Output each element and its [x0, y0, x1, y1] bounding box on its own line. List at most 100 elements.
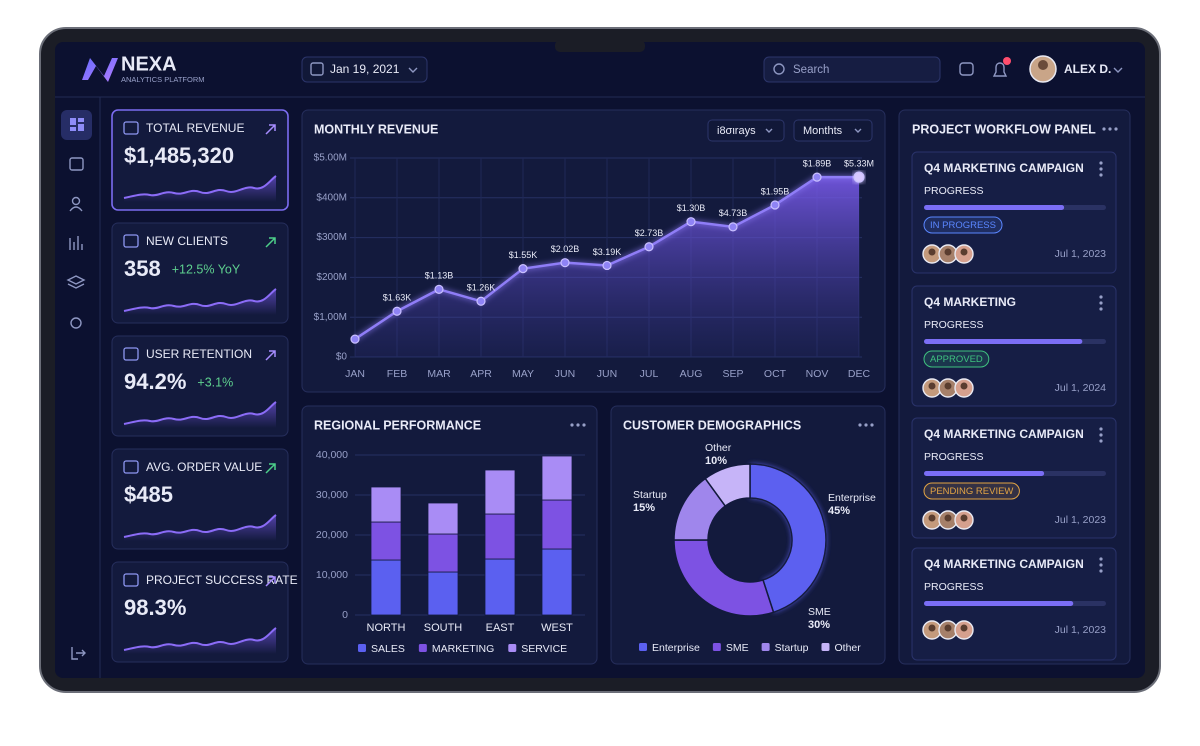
legend-label: Enterprise [652, 642, 700, 654]
data-point [812, 172, 822, 182]
bar-segment [541, 455, 573, 501]
data-point [853, 171, 865, 183]
card-date: Jul 1, 2024 [1055, 382, 1107, 394]
legend-label: SALES [371, 643, 405, 655]
bar-segment [370, 559, 402, 616]
bar-segment [484, 513, 516, 560]
member-avatar-face [944, 514, 952, 522]
nav-inbox-icon[interactable] [69, 157, 84, 171]
x-tick-label: JUL [640, 368, 659, 380]
data-point [518, 264, 528, 274]
nav-active[interactable] [61, 110, 92, 140]
status-text: APPROVED [930, 354, 983, 365]
x-tick-label: NORTH [367, 622, 406, 634]
status-badge [923, 350, 990, 368]
message-icon[interactable] [959, 62, 974, 76]
date-chevron [408, 67, 418, 73]
user-chevron [1113, 67, 1123, 73]
nav-logout-icon[interactable] [71, 647, 86, 660]
kpi-card [111, 448, 289, 550]
member-avatar-face [960, 624, 968, 632]
logo-mark [82, 58, 118, 82]
nav-layers-icon[interactable] [66, 275, 86, 289]
search-icon [773, 63, 785, 75]
legend-swatch [639, 643, 647, 651]
menu-dots[interactable] [1102, 127, 1118, 131]
nav-settings-icon[interactable] [70, 317, 82, 329]
progress-fill [924, 601, 1074, 606]
kpi-change: +12.5% YoY [172, 262, 241, 276]
menu-dots[interactable] [570, 423, 586, 427]
x-tick-label: APR [470, 368, 492, 380]
search-box[interactable] [763, 56, 941, 83]
user-name[interactable]: ALEX D. [1064, 62, 1111, 76]
bell-icon[interactable] [992, 62, 1008, 77]
kpi-label: USER RETENTION [146, 347, 252, 361]
legend-swatch [358, 644, 366, 652]
kpi-change: +3.1% [197, 375, 233, 389]
legend-swatch [821, 643, 830, 651]
data-point [728, 222, 738, 232]
kpi-arrow [265, 124, 276, 135]
status-text: IN PROGRESS [930, 220, 996, 231]
member-avatar-face [960, 514, 968, 522]
kpi-icon [123, 460, 139, 474]
card-title: Q4 MARKETING CAMPAIGN [924, 427, 1084, 441]
donut-value-label: 45% [828, 505, 850, 517]
kpi-value: $485 [124, 482, 173, 507]
member-avatar-face [960, 382, 968, 390]
chart-title: REGIONAL PERFORMANCE [314, 418, 481, 432]
period-dropdown[interactable] [793, 119, 873, 142]
user-avatar-face [1038, 60, 1048, 70]
x-tick-label: OCT [764, 368, 787, 380]
member-avatar-face [944, 382, 952, 390]
point-label: $4.73B [719, 208, 748, 218]
nav-chart-icon[interactable] [69, 236, 83, 250]
nav-user-icon[interactable] [71, 196, 81, 206]
chart-title: MONTHLY REVENUE [314, 122, 438, 136]
kpi-icon [123, 347, 139, 361]
range-chevron [765, 128, 773, 133]
member-avatar-face [928, 514, 936, 522]
point-label: $5.33M [844, 158, 874, 168]
card-progress-label: PROGRESS [924, 581, 984, 593]
card-menu[interactable] [1099, 557, 1103, 573]
y-tick-label: 10,000 [316, 569, 348, 581]
bar-segment [541, 499, 573, 550]
donut-value-label: 10% [705, 455, 727, 467]
bar-segment [541, 548, 573, 616]
member-avatar-face [960, 248, 968, 256]
range-dropdown[interactable] [707, 119, 785, 142]
kpi-arrow [265, 237, 276, 248]
legend-label: Startup [775, 642, 809, 654]
status-badge [923, 216, 1003, 234]
period-dropdown-text: Monthts [803, 125, 843, 137]
legend-label: SERVICE [521, 643, 567, 655]
card-title: Q4 MARKETING CAMPAIGN [924, 161, 1084, 175]
kpi-icon [123, 573, 139, 587]
card-menu[interactable] [1099, 295, 1103, 311]
kpi-arrow [265, 576, 276, 587]
workflow-card [911, 417, 1117, 539]
card-menu[interactable] [1099, 161, 1103, 177]
y-tick-label: 20,000 [316, 529, 348, 541]
menu-dots[interactable] [858, 423, 874, 427]
card-progress-label: PROGRESS [924, 319, 984, 331]
kpi-label: TOTAL REVENUE [146, 121, 244, 135]
bar-segment [370, 521, 402, 561]
x-tick-label: JUN [597, 368, 617, 380]
date-picker[interactable] [301, 56, 428, 83]
legend-swatch [508, 644, 517, 652]
donut-segment [704, 463, 751, 508]
chart-title: CUSTOMER DEMOGRAPHICS [623, 418, 801, 432]
kpi-card [111, 109, 289, 211]
y-tick-label: $5.00M [314, 153, 347, 164]
kpi-arrow [265, 463, 276, 474]
member-avatar-face [944, 624, 952, 632]
point-label: $2.73B [635, 228, 664, 238]
camera-notch [555, 40, 645, 52]
y-tick-label: $200M [316, 272, 347, 283]
data-point [644, 242, 654, 252]
card-menu[interactable] [1099, 427, 1103, 443]
